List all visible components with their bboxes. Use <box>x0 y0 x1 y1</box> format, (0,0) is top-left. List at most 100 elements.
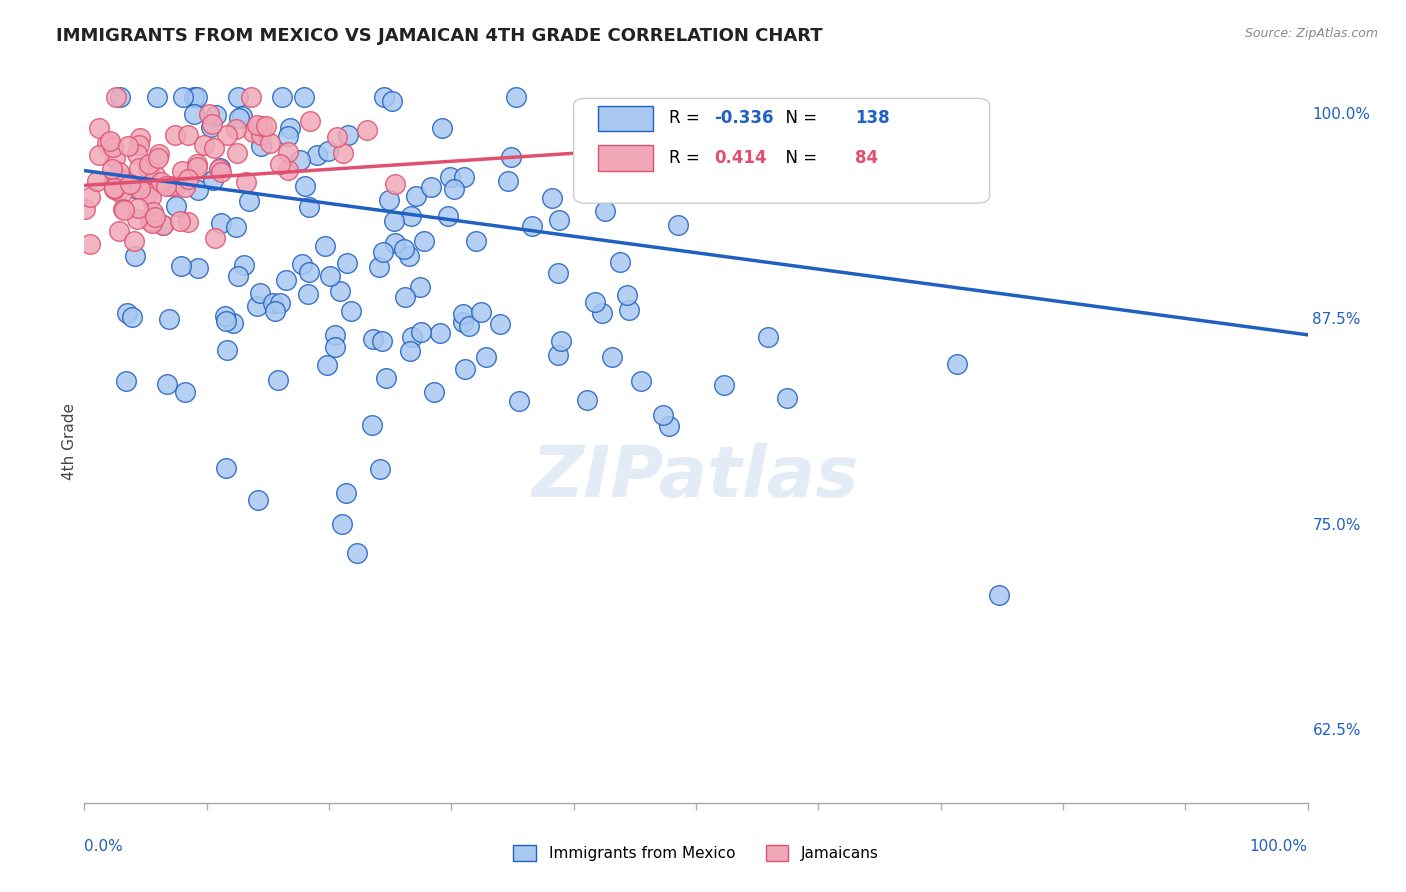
Point <box>367 260 389 274</box>
Point <box>142 205 165 219</box>
Point <box>156 377 179 392</box>
Point <box>169 214 191 228</box>
Point <box>157 311 180 326</box>
Point <box>264 304 287 318</box>
Point <box>666 218 689 232</box>
Text: 84: 84 <box>855 149 879 168</box>
Point <box>104 151 127 165</box>
Point <box>170 259 193 273</box>
Point <box>356 123 378 137</box>
Point <box>129 131 152 145</box>
Point <box>226 89 249 103</box>
Text: 0.414: 0.414 <box>714 149 766 168</box>
Point <box>451 315 474 329</box>
Point <box>128 138 150 153</box>
Point <box>201 117 224 131</box>
Point <box>124 249 146 263</box>
Point <box>319 269 342 284</box>
Point <box>394 290 416 304</box>
Point <box>326 130 349 145</box>
Point <box>122 235 145 249</box>
Y-axis label: 4th Grade: 4th Grade <box>62 403 77 480</box>
Point <box>377 193 399 207</box>
Point <box>202 141 225 155</box>
Point <box>329 284 352 298</box>
Point <box>547 266 569 280</box>
Point <box>136 186 159 201</box>
Point <box>117 139 139 153</box>
Point <box>464 235 486 249</box>
Point <box>988 588 1011 602</box>
Point <box>496 174 519 188</box>
Point <box>136 161 159 176</box>
Point <box>225 220 247 235</box>
Point <box>86 174 108 188</box>
Point <box>547 348 569 362</box>
Point <box>215 314 238 328</box>
Bar <box>598 145 654 170</box>
Point <box>458 319 481 334</box>
Point <box>146 151 169 165</box>
Point <box>138 163 160 178</box>
Point <box>108 89 131 103</box>
Point <box>384 235 406 250</box>
Point <box>238 194 260 208</box>
Point <box>101 176 124 190</box>
Point <box>375 371 398 385</box>
Point <box>583 294 606 309</box>
Point <box>291 257 314 271</box>
Point <box>399 209 422 223</box>
Point <box>145 211 167 225</box>
Point <box>200 120 222 134</box>
Point <box>299 113 322 128</box>
Point <box>454 362 477 376</box>
Point <box>541 192 564 206</box>
Point <box>572 151 595 165</box>
Point <box>240 89 263 103</box>
Point <box>208 161 231 176</box>
Point <box>165 128 187 142</box>
Point <box>215 461 238 475</box>
FancyBboxPatch shape <box>574 98 990 203</box>
Point <box>298 264 321 278</box>
Point <box>271 89 294 103</box>
Point <box>346 546 368 560</box>
Point <box>128 182 150 196</box>
Point <box>373 89 395 103</box>
Point <box>249 286 271 301</box>
Point <box>75 202 97 216</box>
Point <box>193 138 215 153</box>
Point <box>197 107 219 121</box>
Point <box>111 186 134 200</box>
Point <box>246 118 269 132</box>
Point <box>222 316 245 330</box>
Point <box>79 237 101 252</box>
Point <box>143 168 166 182</box>
Point <box>298 200 321 214</box>
Point <box>165 179 187 194</box>
Point <box>576 393 599 408</box>
Point <box>233 259 256 273</box>
Point <box>235 175 257 189</box>
Point <box>413 235 436 249</box>
Point <box>259 136 281 150</box>
Point <box>277 129 299 144</box>
Point <box>242 125 264 139</box>
Point <box>547 213 569 227</box>
Point <box>103 181 125 195</box>
Point <box>595 204 617 219</box>
Point <box>330 517 353 532</box>
Point <box>112 202 135 217</box>
Point <box>453 169 475 184</box>
Point <box>439 169 461 184</box>
Point <box>436 209 458 223</box>
Point <box>776 391 799 405</box>
Point <box>368 462 391 476</box>
Point <box>108 224 131 238</box>
Point <box>108 165 131 179</box>
Point <box>591 306 613 320</box>
Point <box>392 242 415 256</box>
Point <box>713 378 735 392</box>
Point <box>411 326 433 340</box>
Point <box>186 157 208 171</box>
